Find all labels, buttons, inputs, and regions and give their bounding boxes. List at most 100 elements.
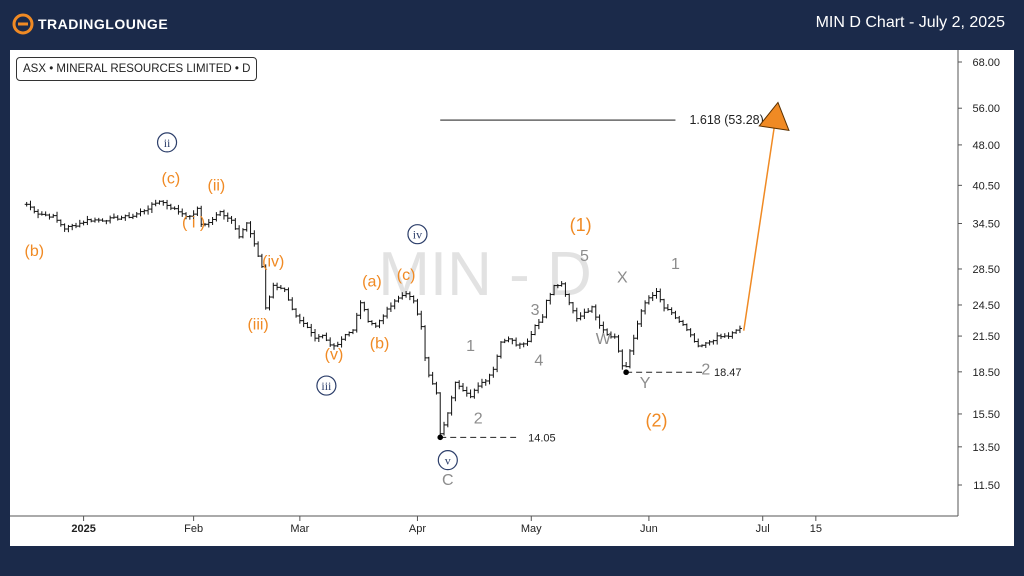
price-bar — [32, 206, 37, 214]
wave-label: 4 — [534, 352, 543, 369]
price-bar — [665, 304, 670, 311]
level-label: 14.05 — [528, 432, 556, 444]
price-bar — [244, 222, 249, 232]
price-bar — [187, 215, 192, 220]
wave-label: ii — [164, 136, 171, 150]
price-bar — [324, 332, 329, 342]
price-bar — [434, 381, 439, 395]
price-bar — [555, 284, 560, 289]
price-bar — [483, 378, 488, 386]
price-bar — [525, 338, 530, 346]
price-bar — [646, 295, 651, 305]
wave-label: (ii) — [207, 178, 225, 195]
price-bars — [24, 199, 742, 436]
y-tick-label: 13.50 — [972, 442, 1000, 454]
price-bar — [305, 322, 310, 329]
price-bar — [506, 336, 511, 343]
price-bar — [476, 382, 481, 394]
level-label: 1.618 (53.28) — [689, 113, 763, 127]
price-bar — [419, 310, 424, 330]
x-tick-label: May — [521, 523, 542, 535]
price-bar — [650, 292, 655, 302]
wave-label: (c) — [162, 171, 181, 188]
price-bar — [726, 332, 731, 339]
price-bar — [153, 199, 158, 207]
brand-logo-icon — [12, 13, 34, 35]
y-tick-label: 48.00 — [972, 140, 1000, 152]
price-bar — [191, 210, 196, 219]
price-bar — [309, 323, 314, 337]
level-label: 18.47 — [714, 367, 742, 379]
projection-line — [743, 128, 775, 331]
wave-label: (b) — [370, 336, 390, 353]
wave-label: ( i ) — [182, 215, 205, 232]
price-bar — [737, 325, 742, 334]
price-bar — [411, 295, 416, 304]
price-bar — [407, 291, 412, 301]
price-bar — [589, 305, 594, 313]
price-bar — [707, 340, 712, 346]
price-bar — [510, 338, 515, 345]
wave-label: W — [596, 331, 612, 348]
price-bar — [601, 321, 606, 334]
price-bar — [240, 228, 245, 239]
price-bar — [627, 349, 632, 369]
wave-label: (1) — [570, 215, 592, 235]
price-bar — [404, 290, 409, 298]
price-bar — [119, 215, 124, 220]
price-bar — [445, 412, 450, 428]
price-bar — [582, 308, 587, 320]
price-bar — [502, 338, 507, 344]
price-bar — [331, 343, 336, 350]
price-bar — [620, 349, 625, 370]
price-bar — [605, 328, 610, 336]
wave-label: Y — [640, 375, 651, 392]
price-bar — [74, 222, 78, 229]
price-bar — [711, 339, 716, 345]
price-bar — [453, 381, 458, 402]
wave-label: (b) — [24, 243, 44, 260]
price-bar — [491, 366, 496, 378]
price-bar — [146, 205, 151, 215]
price-bar — [529, 331, 534, 343]
price-bar — [96, 217, 101, 223]
wave-label: (2) — [645, 411, 667, 431]
price-bar — [722, 333, 727, 338]
price-bar — [142, 209, 147, 215]
x-tick-label: Jun — [640, 523, 658, 535]
y-tick-label: 11.50 — [973, 480, 1000, 492]
y-tick-label: 56.00 — [972, 103, 1000, 115]
price-bar — [517, 342, 522, 349]
price-bar — [358, 300, 363, 320]
price-bar — [115, 215, 120, 221]
wave-labels: (b) (c) ( i ) (ii) (iv) (iii) (v) (a) (b) (c) (1) (… — [24, 132, 710, 489]
price-bar — [612, 333, 617, 339]
price-bar — [263, 264, 268, 310]
y-tick-label: 24.50 — [972, 300, 1000, 312]
chart-panel[interactable] — [10, 50, 1014, 546]
price-bar — [180, 208, 185, 217]
price-bar — [335, 341, 340, 348]
y-tick-label: 18.50 — [972, 367, 1000, 379]
price-bar — [639, 309, 644, 327]
price-bar — [36, 209, 41, 219]
x-tick-label: Apr — [409, 523, 426, 535]
price-bar — [366, 308, 371, 323]
price-bar — [578, 312, 583, 321]
price-bar — [127, 212, 132, 219]
price-bar — [290, 297, 295, 311]
price-bar — [684, 323, 689, 332]
price-bar — [362, 301, 367, 312]
price-bar — [225, 212, 230, 222]
price-bar — [134, 212, 139, 218]
wave-label-circle — [437, 450, 458, 471]
price-bar — [275, 282, 280, 291]
price-bar — [498, 341, 503, 359]
price-bar — [540, 314, 545, 323]
price-bar — [347, 331, 352, 337]
price-bar — [210, 217, 215, 226]
price-bar — [184, 212, 189, 220]
price-bar — [176, 204, 181, 215]
wave-label: iii — [321, 379, 332, 393]
